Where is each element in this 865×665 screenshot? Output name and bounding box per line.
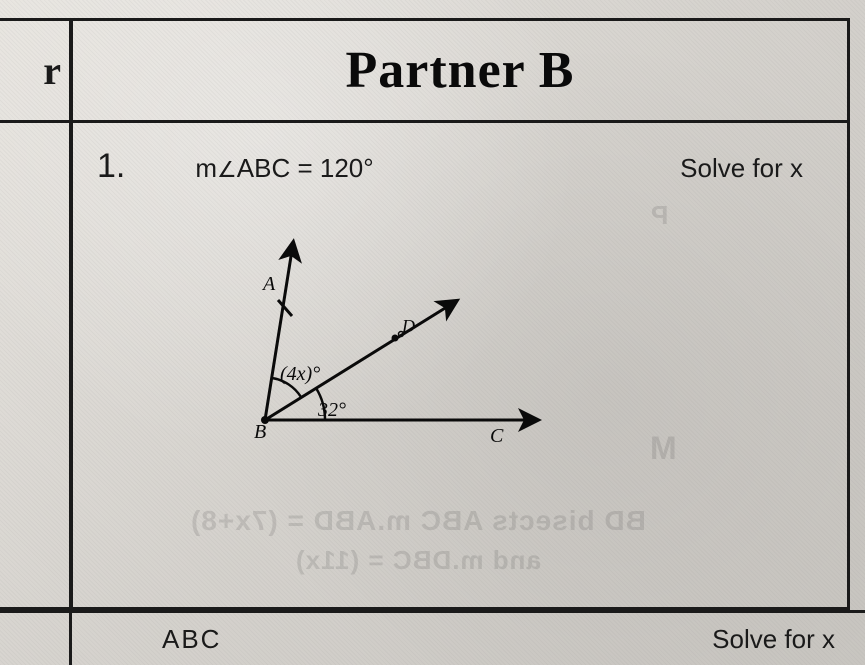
next-problem-instruction: Solve for x [712,624,865,655]
given-rest: ABC = 120° [237,153,374,183]
worksheet-paper: r Partner B 1. m∠ABC = 120° Solve for x [0,0,865,665]
angle-icon: ∠ [217,157,237,183]
next-problem-stub [0,613,72,665]
next-problem-row: ABC Solve for x [0,610,865,665]
given-prefix: m [195,153,217,183]
label-c: C [490,425,504,447]
header-cell: Partner B [70,18,850,123]
diagram-svg: B A D C (4x)° 32° [170,220,570,500]
label-b: B [254,421,266,443]
problem-number: 1. [97,147,125,186]
label-angle-4x: (4x)° [280,363,320,385]
left-number-cell [0,120,72,610]
given-equation: m∠ABC = 120° [195,153,670,184]
left-stub-cell: r [0,18,72,123]
label-a: A [261,273,276,295]
point-d-dot [392,335,399,342]
partner-title: Partner B [346,41,575,100]
label-d: D [401,316,415,336]
instruction-text: Solve for x [680,153,823,184]
label-angle-32: 32° [317,399,346,421]
problem-header-row: 1. m∠ABC = 120° Solve for x [97,147,823,186]
partner-a-stub-letter: r [43,47,61,94]
next-problem-mid: ABC [72,624,712,655]
angle-diagram: B A D C (4x)° 32° [170,220,570,500]
